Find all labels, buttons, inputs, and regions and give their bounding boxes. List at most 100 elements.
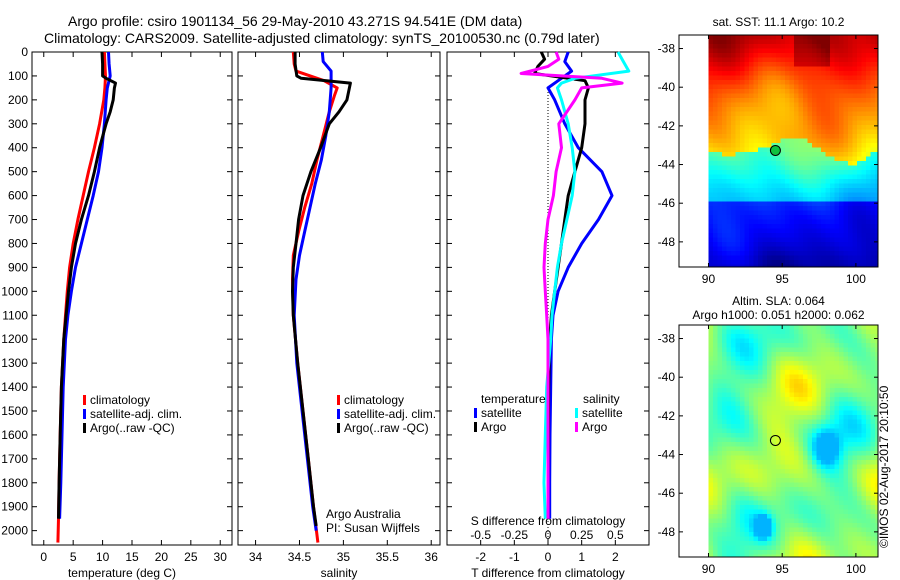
map-cell — [830, 143, 835, 148]
map-cell — [825, 152, 831, 157]
map-cell — [875, 66, 879, 72]
map-cell — [713, 509, 718, 515]
map-cell — [744, 500, 750, 506]
map-cell — [780, 35, 786, 40]
map-cell — [767, 125, 772, 130]
map-cell — [713, 125, 718, 130]
map-cell — [722, 428, 727, 434]
map-cell — [731, 388, 736, 393]
y-tick-label: -40 — [658, 370, 676, 384]
y-tick-label: -48 — [658, 525, 676, 539]
map-cell — [744, 397, 750, 402]
map-cell — [767, 183, 772, 189]
map-cell — [870, 111, 876, 117]
map-cell — [708, 428, 714, 434]
map-cell — [875, 388, 879, 393]
map-cell — [731, 161, 736, 166]
map-cell — [749, 370, 754, 375]
map-cell — [771, 93, 777, 99]
map-cell — [722, 161, 727, 166]
map-cell — [762, 505, 768, 510]
map-cell — [717, 174, 723, 180]
map-cell — [830, 365, 835, 371]
map-cell — [830, 174, 835, 180]
map-cell — [857, 174, 862, 180]
map-cell — [789, 102, 795, 108]
map-cell — [803, 53, 808, 58]
map-cell — [753, 98, 759, 103]
map-cell — [803, 455, 808, 461]
map-cell — [713, 264, 718, 268]
map-cell — [803, 228, 808, 234]
map-cell — [839, 224, 844, 229]
map-cell — [789, 433, 795, 438]
map-cell — [870, 80, 876, 85]
x-tick-label: 90 — [702, 562, 716, 576]
map-cell — [875, 188, 879, 193]
map-cell — [744, 165, 750, 171]
map-cell — [722, 80, 727, 85]
map-cell — [780, 532, 786, 537]
map-cell — [866, 509, 871, 515]
map-cell — [744, 550, 750, 555]
map-cell — [821, 392, 826, 398]
map-cell — [767, 57, 772, 63]
map-cell — [722, 554, 727, 558]
map-cell — [825, 165, 831, 171]
map-cell — [821, 541, 826, 546]
map-cell — [861, 352, 867, 357]
map-cell — [758, 374, 763, 380]
map-cell — [794, 251, 799, 256]
map-cell — [834, 129, 840, 135]
map-cell — [825, 129, 831, 135]
map-cell — [798, 379, 804, 384]
map-cell — [816, 424, 822, 429]
map-cell — [798, 93, 804, 99]
map-cell — [852, 143, 858, 148]
y-tick-label: -38 — [658, 332, 676, 346]
map-cell — [735, 71, 741, 76]
map-cell — [753, 334, 759, 339]
map-cell — [722, 210, 727, 216]
map-cell — [875, 424, 879, 429]
map-cell — [870, 44, 876, 49]
map-cell — [789, 228, 795, 234]
map-cell — [866, 134, 871, 139]
map-cell — [866, 192, 871, 198]
map-cell — [717, 89, 723, 94]
map-cell — [816, 523, 822, 528]
map-cell — [785, 523, 790, 528]
map-cell — [866, 224, 871, 229]
series-line-climatology — [56, 51, 107, 543]
map-cell — [807, 329, 813, 335]
map-cell — [821, 48, 826, 54]
map-cell — [762, 80, 768, 85]
map-cell — [762, 143, 768, 148]
map-cell — [740, 156, 745, 162]
x-tick-label: 100 — [846, 562, 866, 576]
map-cell — [807, 415, 813, 420]
map-cell — [870, 532, 876, 537]
map-cell — [708, 496, 714, 501]
map-cell — [749, 170, 754, 175]
map-cell — [753, 374, 759, 380]
map-cell — [834, 210, 840, 216]
map-cell — [852, 129, 858, 135]
map-cell — [825, 156, 831, 162]
map-cell — [803, 482, 808, 488]
map-cell — [722, 464, 727, 470]
map-cell — [731, 39, 736, 45]
map-cell — [767, 233, 772, 238]
map-cell — [857, 550, 862, 555]
map-cell — [834, 44, 840, 49]
map-cell — [807, 53, 813, 58]
map-cell — [812, 500, 817, 506]
map-cell — [825, 527, 831, 533]
map-cell — [789, 156, 795, 162]
legend-entry: satellite — [582, 406, 623, 420]
map-cell — [726, 509, 732, 515]
map-cell — [861, 152, 867, 157]
map-cell — [866, 446, 871, 452]
map-cell — [798, 197, 804, 202]
map-cell — [839, 174, 844, 180]
